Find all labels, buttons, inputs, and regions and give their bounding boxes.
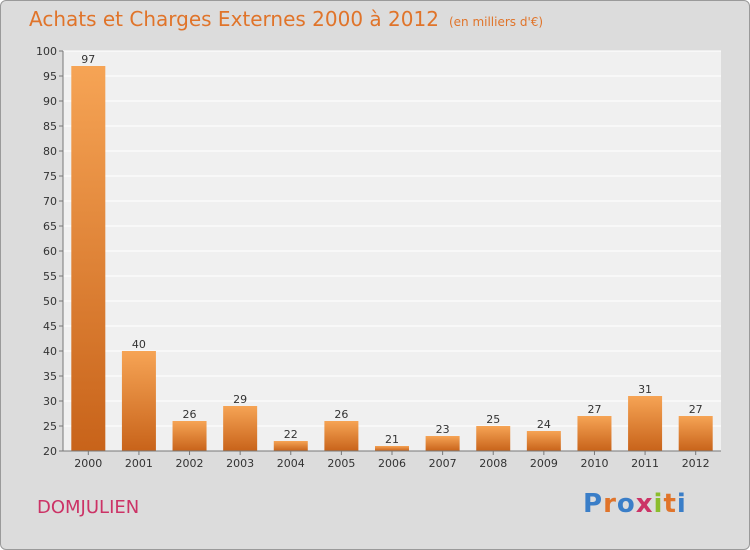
y-tick-label: 35	[43, 370, 57, 383]
bar-value-label: 21	[385, 433, 399, 446]
bar-value-label: 27	[689, 403, 703, 416]
y-tick-label: 55	[43, 270, 57, 283]
x-tick-label: 2004	[277, 457, 305, 470]
bar-value-label: 24	[537, 418, 551, 431]
brand-letter: o	[616, 489, 636, 519]
y-tick-label: 30	[43, 395, 57, 408]
brand-letter: i	[676, 489, 687, 519]
y-tick-label: 60	[43, 245, 57, 258]
y-tick-label: 65	[43, 220, 57, 233]
y-tick-label: 95	[43, 70, 57, 83]
bar-value-label: 26	[334, 408, 348, 421]
x-tick-label: 2006	[378, 457, 406, 470]
brand-letter: i	[653, 489, 664, 519]
bar	[324, 421, 359, 451]
x-tick-label: 2008	[479, 457, 507, 470]
brand-logo: Proxiti	[583, 489, 687, 519]
bar-value-label: 22	[284, 428, 298, 441]
y-tick-label: 75	[43, 170, 57, 183]
x-tick-label: 2001	[125, 457, 153, 470]
y-tick-label: 90	[43, 95, 57, 108]
x-tick-label: 2011	[631, 457, 659, 470]
bar	[121, 351, 156, 451]
bar	[273, 441, 308, 451]
y-tick-label: 85	[43, 120, 57, 133]
x-tick-label: 2003	[226, 457, 254, 470]
brand-letter: x	[635, 489, 654, 519]
grid-lines	[63, 50, 721, 452]
bar-value-label: 27	[587, 403, 601, 416]
bar	[526, 431, 561, 451]
chart-title-block: Achats et Charges Externes 2000 à 2012 (e…	[29, 7, 543, 31]
bar-value-label: 40	[132, 338, 146, 351]
bar	[71, 66, 106, 451]
bar-value-label: 23	[436, 423, 450, 436]
bar	[577, 416, 612, 451]
x-tick-label: 2012	[682, 457, 710, 470]
brand-letter: P	[583, 489, 604, 519]
place-name: DOMJULIEN	[37, 497, 140, 518]
bar	[223, 406, 258, 451]
x-axis: 2000 2001 2002 2003 2004 2005 2006 2007 2008 2009…	[63, 450, 721, 470]
brand-letter: r	[603, 489, 617, 519]
y-tick-label: 20	[43, 445, 57, 458]
brand-letter: t	[663, 489, 677, 519]
bar	[375, 446, 409, 451]
chart-subtitle: (en milliers d'€)	[448, 15, 544, 29]
y-tick-label: 70	[43, 195, 57, 208]
y-tick-label: 25	[43, 420, 57, 433]
y-tick-label: 45	[43, 320, 57, 333]
bar	[476, 426, 511, 451]
y-tick-label: 50	[43, 295, 57, 308]
bar-value-label: 29	[233, 393, 247, 406]
bars: 97 40 26 29 22 26 21 23 25 24 27 31 27	[71, 53, 713, 451]
x-tick-label: 2005	[327, 457, 355, 470]
bar-value-label: 26	[183, 408, 197, 421]
bar-value-label: 25	[486, 413, 500, 426]
x-tick-label: 2010	[580, 457, 608, 470]
y-tick-label: 80	[43, 145, 57, 158]
bar-value-label: 31	[638, 383, 652, 396]
bar	[172, 421, 207, 451]
chart-title: Achats et Charges Externes 2000 à 2012	[29, 7, 439, 31]
x-tick-label: 2007	[429, 457, 457, 470]
y-tick-label: 100	[36, 45, 57, 58]
bar-value-label: 97	[81, 53, 95, 66]
x-tick-label: 2009	[530, 457, 558, 470]
y-tick-label: 40	[43, 345, 57, 358]
x-tick-label: 2002	[176, 457, 204, 470]
bar	[425, 436, 460, 451]
bar	[628, 396, 663, 451]
x-tick-label: 2000	[74, 457, 102, 470]
y-axis: 20 25 30 35 40 45 50 55 60 65 70 75 80 85 90 95 100	[36, 45, 64, 458]
bar	[678, 416, 713, 451]
